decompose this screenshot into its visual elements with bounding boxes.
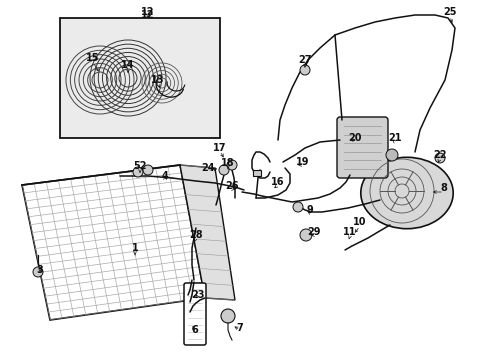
Text: 9: 9 [306,205,313,215]
Text: 21: 21 [387,133,401,143]
Text: 16: 16 [271,177,284,187]
Text: 23: 23 [191,290,204,300]
Text: 25: 25 [442,7,456,17]
Text: 3: 3 [37,265,43,275]
Text: 52: 52 [133,161,146,171]
Circle shape [299,229,311,241]
Text: 11: 11 [343,227,356,237]
FancyBboxPatch shape [183,283,205,345]
Text: 13: 13 [151,75,164,85]
Bar [60,18,220,138]
Text: 12: 12 [141,10,154,20]
Circle shape [434,153,444,163]
Circle shape [142,165,153,175]
Text: 18: 18 [221,158,234,168]
Bar [252,170,261,176]
Circle shape [33,267,43,277]
Text: 6: 6 [191,325,198,335]
FancyBboxPatch shape [336,117,387,178]
Circle shape [221,309,235,323]
Text: 7: 7 [236,323,243,333]
Text: 29: 29 [306,227,320,237]
Circle shape [219,165,228,175]
Circle shape [385,149,397,161]
Ellipse shape [360,157,452,229]
Polygon shape [180,165,235,300]
Text: 1: 1 [131,243,138,253]
Text: 12: 12 [141,7,154,17]
Text: 20: 20 [347,133,361,143]
Text: 19: 19 [296,157,309,167]
Circle shape [299,65,309,75]
Polygon shape [22,165,204,320]
Text: 24: 24 [201,163,214,173]
Text: 26: 26 [225,181,238,191]
Text: 10: 10 [352,217,366,227]
Text: 27: 27 [298,55,311,65]
Text: 14: 14 [121,60,135,70]
Text: 22: 22 [432,150,446,160]
Circle shape [226,160,237,170]
Text: 17: 17 [213,143,226,153]
Text: 4: 4 [162,171,168,181]
Text: 28: 28 [189,230,203,240]
Text: 15: 15 [86,53,100,63]
Circle shape [133,167,142,177]
Circle shape [292,202,303,212]
Text: 8: 8 [440,183,447,193]
